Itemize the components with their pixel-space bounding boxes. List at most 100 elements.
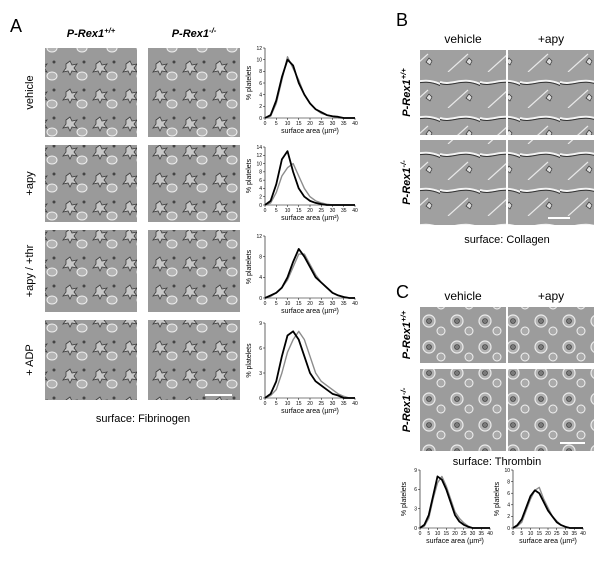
x-tick-label: 20 <box>307 301 313 307</box>
micrograph <box>508 307 594 363</box>
micrograph <box>508 50 594 135</box>
genotype-label: P-Rex1-/- <box>172 26 217 40</box>
x-tick-label: 40 <box>352 208 358 214</box>
x-tick-label: 5 <box>275 121 278 127</box>
y-tick-label: 4 <box>259 92 262 98</box>
micrograph <box>508 140 594 225</box>
x-tick-label: 15 <box>296 208 302 214</box>
surface-caption: surface: Thrombin <box>453 456 541 468</box>
y-tick-label: 0 <box>259 116 262 122</box>
x-tick-label: 0 <box>419 531 422 537</box>
x-tick-label: 10 <box>285 401 291 407</box>
y-tick-label: 0 <box>259 396 262 402</box>
x-tick-label: 0 <box>264 121 267 127</box>
surface-caption: surface: Collagen <box>464 234 550 246</box>
x-axis-label: surface area (µm²) <box>281 215 339 222</box>
row-label: vehicle <box>24 75 36 109</box>
series-line <box>419 475 490 529</box>
x-tick-label: 0 <box>264 401 267 407</box>
micrograph <box>45 230 137 312</box>
gene: P-Rex1 <box>172 28 209 40</box>
x-tick-label: 15 <box>443 531 449 537</box>
gene: P-Rex1 <box>401 167 413 204</box>
y-tick-label: 10 <box>256 161 262 167</box>
y-tick-label: 9 <box>259 321 262 327</box>
x-tick-label: 15 <box>536 531 542 537</box>
micrograph <box>45 145 137 222</box>
x-tick-label: 35 <box>571 531 577 537</box>
y-axis-label: % platelets <box>246 249 253 284</box>
y-axis-label: % platelets <box>246 343 253 378</box>
series-line <box>512 489 583 529</box>
y-axis-label: % platelets <box>246 65 253 100</box>
micrograph <box>508 369 594 451</box>
genotype: +/+ <box>399 310 408 322</box>
micrograph <box>420 50 506 135</box>
series-line <box>264 58 355 119</box>
micrograph <box>45 48 137 137</box>
x-tick-label: 40 <box>580 531 586 537</box>
y-tick-label: 0 <box>507 526 510 532</box>
micrograph <box>420 307 506 363</box>
x-axis-label: surface area (µm²) <box>281 128 339 135</box>
genotype: +/+ <box>399 68 408 80</box>
series-line <box>264 330 355 399</box>
y-tick-label: 8 <box>507 479 510 485</box>
gene: P-Rex1 <box>67 28 104 40</box>
y-tick-label: 12 <box>256 46 262 52</box>
y-tick-label: 4 <box>259 186 262 192</box>
y-tick-label: 6 <box>259 178 262 184</box>
genotype-label: P-Rex1-/- <box>399 160 413 205</box>
micrograph <box>420 369 506 451</box>
y-tick-label: 2 <box>259 195 262 201</box>
gene: P-Rex1 <box>401 395 413 432</box>
series-line <box>264 150 355 206</box>
row-label: + ADP <box>24 344 36 376</box>
genotype: +/+ <box>104 26 116 35</box>
y-tick-label: 12 <box>256 153 262 159</box>
micrograph <box>148 230 240 312</box>
x-axis-label: surface area (µm²) <box>426 538 484 545</box>
micrograph <box>420 140 506 225</box>
y-tick-label: 2 <box>259 104 262 110</box>
y-axis-label: % platelets <box>246 158 253 193</box>
y-tick-label: 0 <box>259 296 262 302</box>
gene: P-Rex1 <box>401 79 413 116</box>
x-tick-label: 20 <box>307 208 313 214</box>
y-tick-label: 8 <box>259 254 262 260</box>
x-tick-label: 30 <box>330 301 336 307</box>
x-tick-label: 40 <box>487 531 493 537</box>
x-tick-label: 5 <box>275 401 278 407</box>
genotype: -/- <box>209 26 217 35</box>
x-tick-label: 35 <box>478 531 484 537</box>
x-tick-label: 10 <box>435 531 441 537</box>
x-tick-label: 30 <box>330 401 336 407</box>
x-tick-label: 25 <box>318 301 324 307</box>
genotype: -/- <box>399 160 408 168</box>
x-tick-label: 35 <box>341 301 347 307</box>
x-tick-label: 25 <box>318 208 324 214</box>
x-tick-label: 35 <box>341 208 347 214</box>
y-tick-label: 10 <box>504 468 510 474</box>
y-tick-label: 0 <box>259 203 262 209</box>
x-tick-label: 10 <box>528 531 534 537</box>
x-tick-label: 30 <box>563 531 569 537</box>
y-tick-label: 4 <box>507 503 510 509</box>
series-line <box>419 475 490 529</box>
micrograph <box>148 320 240 400</box>
x-tick-label: 20 <box>452 531 458 537</box>
x-tick-label: 20 <box>307 121 313 127</box>
x-tick-label: 15 <box>296 121 302 127</box>
column-header: vehicle <box>444 289 482 303</box>
x-tick-label: 25 <box>554 531 560 537</box>
series-line <box>264 330 355 399</box>
y-tick-label: 6 <box>507 491 510 497</box>
row-label: +apy / +thr <box>24 244 36 297</box>
panel-label: A <box>10 16 22 36</box>
y-tick-label: 6 <box>259 346 262 352</box>
x-tick-label: 0 <box>512 531 515 537</box>
y-tick-label: 6 <box>259 81 262 87</box>
x-tick-label: 30 <box>470 531 476 537</box>
genotype-label: P-Rex1+/+ <box>67 26 116 40</box>
x-tick-label: 20 <box>307 401 313 407</box>
